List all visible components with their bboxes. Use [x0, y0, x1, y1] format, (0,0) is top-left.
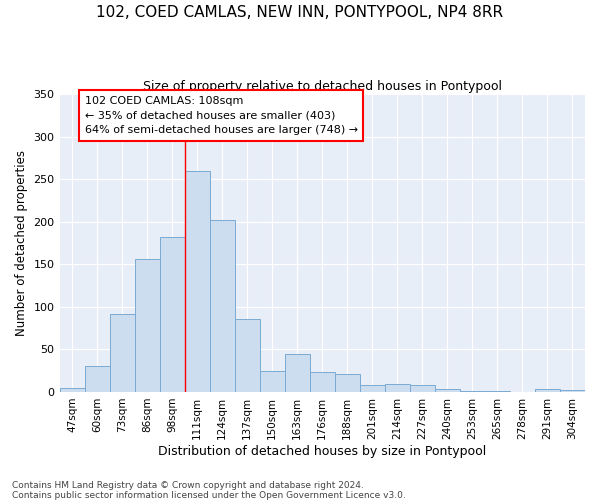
Bar: [335, 374, 360, 392]
Text: Contains public sector information licensed under the Open Government Licence v3: Contains public sector information licen…: [12, 490, 406, 500]
X-axis label: Distribution of detached houses by size in Pontypool: Distribution of detached houses by size …: [158, 444, 487, 458]
Text: 102 COED CAMLAS: 108sqm
← 35% of detached houses are smaller (403)
64% of semi-d: 102 COED CAMLAS: 108sqm ← 35% of detache…: [85, 96, 358, 136]
Bar: [59, 388, 85, 392]
Bar: [85, 366, 110, 392]
Bar: [310, 372, 335, 392]
Bar: [134, 259, 160, 392]
Bar: [235, 319, 260, 392]
Bar: [560, 390, 585, 392]
Bar: [535, 388, 560, 392]
Bar: [460, 391, 485, 392]
Bar: [385, 384, 410, 392]
Bar: [260, 370, 285, 392]
Y-axis label: Number of detached properties: Number of detached properties: [15, 150, 28, 336]
Title: Size of property relative to detached houses in Pontypool: Size of property relative to detached ho…: [143, 80, 502, 93]
Bar: [360, 385, 385, 392]
Bar: [410, 385, 435, 392]
Bar: [185, 170, 209, 392]
Text: 102, COED CAMLAS, NEW INN, PONTYPOOL, NP4 8RR: 102, COED CAMLAS, NEW INN, PONTYPOOL, NP…: [97, 5, 503, 20]
Text: Contains HM Land Registry data © Crown copyright and database right 2024.: Contains HM Land Registry data © Crown c…: [12, 480, 364, 490]
Bar: [209, 220, 235, 392]
Bar: [160, 237, 185, 392]
Bar: [285, 354, 310, 392]
Bar: [485, 391, 510, 392]
Bar: [435, 390, 460, 392]
Bar: [110, 314, 134, 392]
